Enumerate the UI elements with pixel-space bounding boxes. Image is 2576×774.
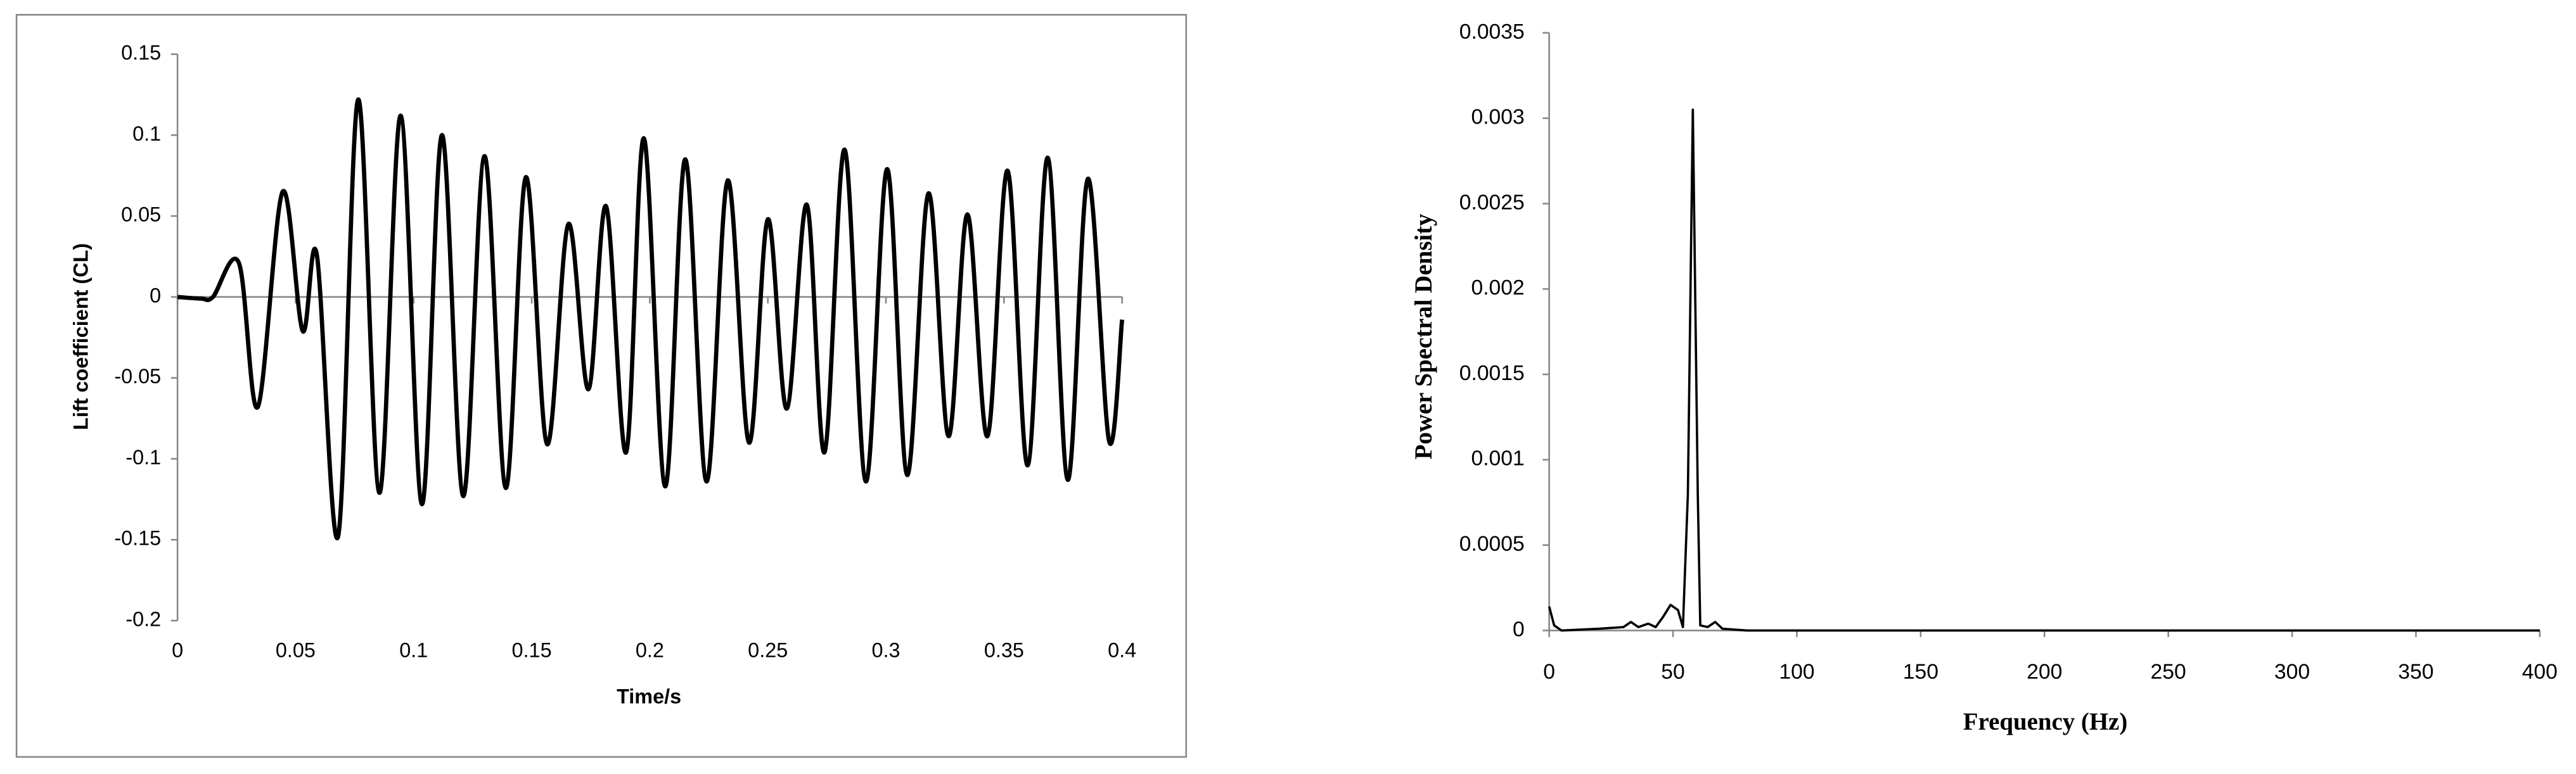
data-line [1548, 108, 2540, 632]
y-tick-label: -0.05 [114, 365, 161, 388]
y-tick-label: 0.1 [132, 122, 161, 145]
x-tick-label: 50 [1661, 661, 1684, 684]
y-tick-label: 0 [1513, 618, 1525, 641]
y-tick-label: 0.003 [1471, 106, 1524, 129]
x-tick-label: 350 [2398, 661, 2433, 684]
x-tick-label: 0.4 [1108, 639, 1136, 662]
y-tick-label: 0.0005 [1459, 533, 1525, 556]
y-tick-label: 0.0025 [1459, 191, 1525, 214]
x-tick-label: 0.2 [636, 639, 664, 662]
x-tick-label: 0.35 [984, 639, 1024, 662]
x-tick-label: 100 [1779, 661, 1814, 684]
data-line [177, 97, 1125, 541]
y-tick-label: -0.1 [125, 446, 161, 469]
x-tick-label: 0.05 [276, 639, 316, 662]
x-tick-label: 0 [1543, 661, 1555, 684]
y-tick-label: 0 [150, 284, 161, 307]
x-tick-label: 150 [1903, 661, 1938, 684]
y-tick-label: -0.2 [125, 607, 161, 630]
x-tick-label: 0 [172, 639, 183, 662]
y-tick-label: 0.15 [121, 41, 161, 64]
x-tick-label: 0.3 [872, 639, 900, 662]
y-axis-title: Power Spectral Density [1410, 213, 1437, 460]
x-axis-title: Time/s [617, 685, 681, 707]
y-axis-title: Lift coefficient (CL) [69, 243, 92, 430]
x-axis-title: Frequency (Hz) [1963, 708, 2127, 735]
y-tick-label: -0.15 [114, 527, 161, 550]
x-tick-label: 0.25 [748, 639, 788, 662]
x-tick-label: 250 [2151, 661, 2186, 684]
y-tick-label: 0.001 [1471, 447, 1524, 471]
y-tick-label: 0.0035 [1459, 20, 1525, 44]
x-tick-label: 0.15 [512, 639, 552, 662]
x-tick-label: 300 [2274, 661, 2310, 684]
x-tick-label: 400 [2522, 661, 2558, 684]
y-tick-label: 0.05 [121, 203, 161, 226]
x-tick-label: 0.1 [399, 639, 428, 662]
chart-frame [15, 14, 1188, 758]
y-tick-label: 0.002 [1471, 276, 1524, 300]
x-tick-label: 200 [2027, 661, 2062, 684]
y-tick-label: 0.0015 [1459, 362, 1525, 385]
